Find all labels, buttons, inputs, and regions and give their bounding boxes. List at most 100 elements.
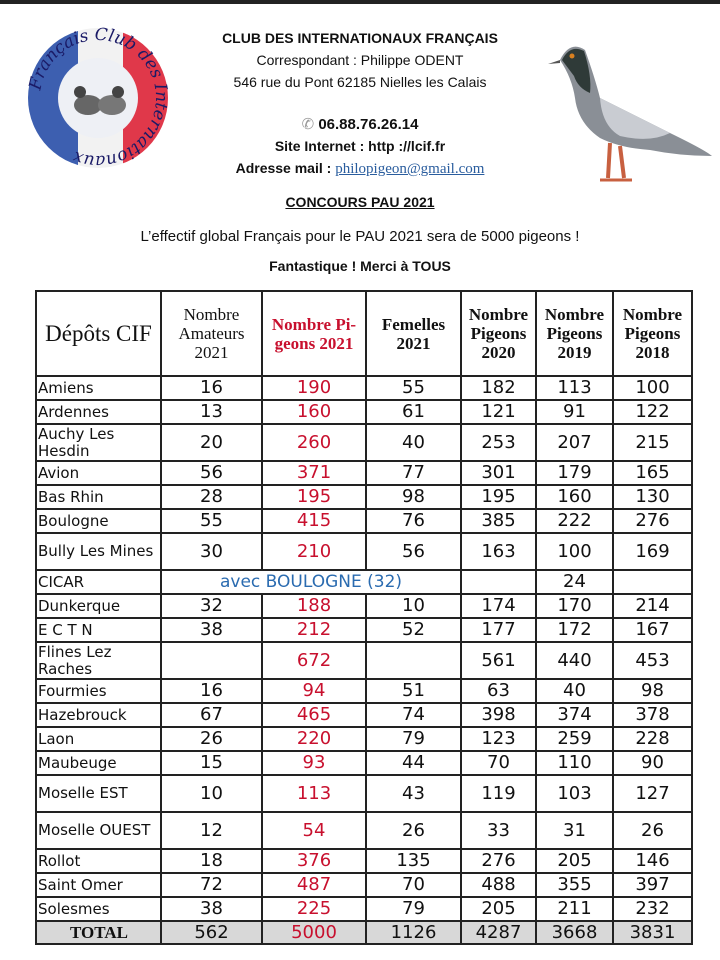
email-label: Adresse mail : [235,160,332,176]
column-header: Nombre Pigeons 2020 [460,290,537,377]
table-cell: 260 [261,423,367,462]
club-logo: Français Club des Internationaux [18,20,178,176]
table-cell [365,641,462,680]
table-cell: 371 [261,460,367,486]
table-cell: 374 [535,702,614,728]
table-cell: 54 [261,811,367,850]
depot-name: Ardennes [35,399,162,425]
club-name: CLUB DES INTERNATIONAUX FRANÇAIS [222,30,498,46]
table-cell: 179 [535,460,614,486]
table-cell: 38 [160,896,263,922]
table-cell [612,569,693,595]
depot-name: Dunkerque [35,593,162,619]
total-cell: 4287 [460,920,537,945]
table-cell: 215 [612,423,693,462]
thanks-text: Fantastique ! Merci à TOUS [269,258,451,274]
table-cell: 376 [261,848,367,874]
depot-name: Saint Omer [35,872,162,898]
table-cell: 205 [535,848,614,874]
email-link[interactable]: philopigeon@gmail.com [335,161,485,177]
table-cell: 26 [160,726,263,752]
table-cell: 355 [535,872,614,898]
table-cell: 398 [460,702,537,728]
table-cell: 76 [365,508,462,534]
table-cell: 26 [612,811,693,850]
table-cell: 123 [460,726,537,752]
total-cell: 5000 [261,920,367,945]
cicar-note: avec BOULOGNE (32) [160,569,462,595]
table-cell [460,569,537,595]
total-label: TOTAL [35,920,162,945]
table-cell: 121 [460,399,537,425]
table-cell: 94 [261,678,367,704]
table-cell: 276 [460,848,537,874]
website-label: Site Internet : [274,138,365,154]
table-cell: 211 [535,896,614,922]
table-cell: 56 [365,532,462,571]
table-cell: 67 [160,702,263,728]
table-cell: 110 [535,750,614,776]
table-cell: 61 [365,399,462,425]
table-cell: 103 [535,774,614,813]
depot-name: Avion [35,460,162,486]
table-row: Solesmes 38 225 79 205 211 232 [35,896,693,922]
depot-name: Flines Lez Raches [35,641,162,680]
table-cell: 172 [535,617,614,643]
phone-line: ✆ 06.88.76.26.14 [190,115,530,133]
table-cell: 40 [365,423,462,462]
table-cell: 174 [460,593,537,619]
table-cell: 160 [535,484,614,510]
table-cell [160,641,263,680]
table-row: E C T N 38 212 52 177 172 167 [35,617,693,643]
depot-name: Solesmes [35,896,162,922]
column-header: Nombre Amateurs 2021 [160,290,263,377]
table-row: Laon 26 220 79 123 259 228 [35,726,693,752]
depot-name: Maubeuge [35,750,162,776]
table-row: Ardennes 13 160 61 121 91 122 [35,399,693,425]
table-cell: 205 [460,896,537,922]
table-cell: 79 [365,726,462,752]
table-cell: 177 [460,617,537,643]
total-cell: 3668 [535,920,614,945]
table-cell: 160 [261,399,367,425]
website-link[interactable]: http ://lcif.fr [368,138,446,154]
website-line: Site Internet : http ://lcif.fr [190,138,530,154]
table-cell: 119 [460,774,537,813]
table-row: Auchy Les Hesdin 20 260 40 253 207 215 [35,423,693,462]
table-cell: 15 [160,750,263,776]
depot-name: CICAR [35,569,162,595]
table-cell: 130 [612,484,693,510]
table-cell: 74 [365,702,462,728]
column-header: Nombre Pigeons 2019 [535,290,614,377]
table-cell: 16 [160,678,263,704]
table-cell: 214 [612,593,693,619]
table-cell: 122 [612,399,693,425]
table-row: Rollot 18 376 135 276 205 146 [35,848,693,874]
table-cell: 188 [261,593,367,619]
table-row: Bas Rhin 28 195 98 195 160 130 [35,484,693,510]
table-cell: 10 [160,774,263,813]
table-row: Avion 56 371 77 301 179 165 [35,460,693,486]
table-cell: 195 [460,484,537,510]
table-cell: 12 [160,811,263,850]
table-cell: 488 [460,872,537,898]
table-cell: 91 [535,399,614,425]
table-cell: 169 [612,532,693,571]
results-table: Dépôts CIF Nombre Amateurs 2021 Nombre Pi-… [35,290,693,945]
total-cell: 562 [160,920,263,945]
address: 546 rue du Pont 62185 Nielles les Calais [233,74,487,90]
table-cell: 146 [612,848,693,874]
table-cell: 415 [261,508,367,534]
table-cell: 465 [261,702,367,728]
table-row: Moselle OUEST 12 54 26 33 31 26 [35,811,693,850]
table-cell: 100 [535,532,614,571]
table-cell: 51 [365,678,462,704]
table-cell: 225 [261,896,367,922]
table-row: Dunkerque 32 188 10 174 170 214 [35,593,693,619]
table-cell: 24 [535,569,614,595]
table-cell: 98 [365,484,462,510]
column-header: Femelles 2021 [365,290,462,377]
table-row: CICAR avec BOULOGNE (32) 24 [35,569,693,595]
table-cell: 52 [365,617,462,643]
total-cell: 3831 [612,920,693,945]
